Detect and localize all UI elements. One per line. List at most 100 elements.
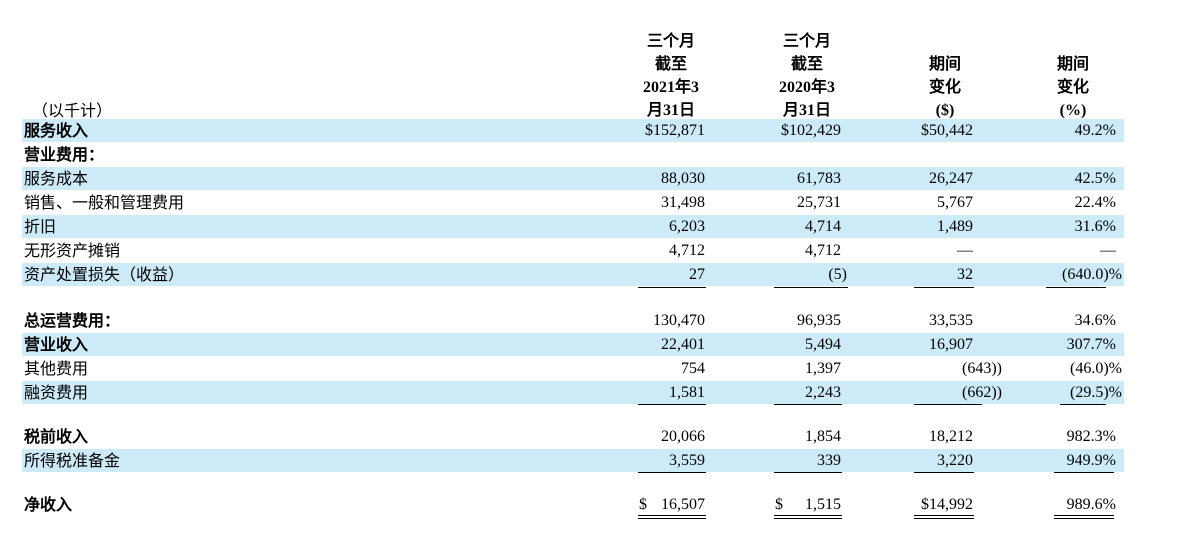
cell-2021: 31,498 (661, 194, 705, 211)
cell-change-dollar: (643)) (962, 360, 1002, 377)
cell-change-pct: 42.5% (1074, 170, 1116, 187)
row-label: 无形资产摊销 (24, 241, 121, 260)
cell-change-dollar: 3,220 (937, 452, 973, 469)
cell-change-dollar: 26,247 (929, 170, 973, 187)
cell-change-dollar: 18,212 (929, 428, 973, 445)
cell-change-dollar: — (957, 242, 973, 259)
row-label: 总运营费用： (24, 311, 121, 330)
row-label: 其他费用 (24, 359, 89, 378)
row-label: 营业费用： (24, 145, 105, 164)
header-col-change-pct: 期间 变化 (%) (1038, 53, 1108, 123)
subtotal-underline (638, 404, 706, 405)
cell-change-dollar: 33,535 (929, 312, 973, 329)
cell-2021: 27 (689, 266, 705, 283)
cell-change-pct: 49.2% (1074, 122, 1116, 139)
subtotal-underline (1060, 404, 1106, 405)
total-double-underline (638, 515, 706, 519)
subtotal-underline (914, 404, 982, 405)
cell-2021: $152,871 (645, 122, 705, 139)
cell-2020: 25,731 (797, 194, 841, 211)
table-row: 资产处置损失（收益） 27 (5) 32 (640.0)% (22, 263, 1124, 286)
table-row: 净收入 $ 16,507 $ 1,515 $14,992 989.6% (22, 493, 1124, 516)
cell-2020: 1,854 (805, 428, 841, 445)
cell-change-pct: 989.6% (1066, 496, 1116, 513)
table-row: 服务收入 $152,871 $102,429 $50,442 49.2% (22, 119, 1124, 142)
cell-2020: 2,243 (805, 384, 841, 401)
subtotal-underline (914, 287, 974, 288)
subtotal-underline (1046, 287, 1106, 288)
total-double-underline (1054, 515, 1114, 519)
cell-2020: 339 (817, 452, 841, 469)
header-col-change-dollar-line-1: 期间 (928, 56, 961, 73)
table-row: 销售、一般和管理费用 31,498 25,731 5,767 22.4% (22, 191, 1124, 214)
header-col-2021: 三个月 截至 2021年3 月31日 (636, 30, 706, 123)
cell-change-pct: 949.9% (1066, 452, 1116, 469)
header-col-2021-line-3: 2021年3 (642, 79, 699, 96)
cell-2021: 16,507 (661, 496, 705, 513)
cell-change-dollar: 5,767 (937, 194, 973, 211)
cell-2021: 1,581 (669, 384, 705, 401)
subtotal-underline (774, 404, 842, 405)
cell-2020: 1,397 (805, 360, 841, 377)
row-label: 净收入 (24, 495, 73, 514)
header-col-change-pct-line-1: 期间 (1056, 56, 1089, 73)
table-row: 所得税准备金 3,559 339 3,220 949.9% (22, 449, 1124, 472)
header-col-change-dollar-line-2: 变化 (928, 79, 961, 96)
cell-2021: 6,203 (669, 218, 705, 235)
row-label: 营业收入 (24, 335, 89, 354)
cell-change-pct: 31.6% (1074, 218, 1116, 235)
subtotal-underline (774, 287, 848, 288)
subtotal-underline (638, 472, 706, 473)
subtotal-underline (774, 472, 842, 473)
total-double-underline (914, 515, 974, 519)
cell-change-pct: 307.7% (1066, 336, 1116, 353)
units-label: （以千计） (32, 101, 113, 120)
subtotal-underline (914, 472, 974, 473)
row-label: 销售、一般和管理费用 (24, 193, 185, 212)
table-row: 融资费用 1,581 2,243 (662)) (29.5)% (22, 381, 1124, 404)
header-col-2020-line-1: 三个月 (782, 33, 831, 50)
header-col-2020-line-2: 截至 (790, 56, 823, 73)
cell-2021: 88,030 (661, 170, 705, 187)
cell-change-pct: — (1100, 242, 1116, 259)
cell-change-pct: 982.3% (1066, 428, 1116, 445)
cell-change-pct: (640.0)% (1062, 266, 1122, 283)
row-label: 资产处置损失（收益） (24, 265, 185, 284)
header-col-2021-line-2: 截至 (654, 56, 687, 73)
cell-change-dollar: 1,489 (937, 218, 973, 235)
cell-2020: 5,494 (805, 336, 841, 353)
cell-change-pct: (46.0)% (1070, 360, 1122, 377)
table-row: 总运营费用： 130,470 96,935 33,535 34.6% (22, 309, 1124, 332)
table-row: 无形资产摊销 4,712 4,712 — — (22, 239, 1124, 262)
cell-2020: 4,712 (805, 242, 841, 259)
table-row: 折旧 6,203 4,714 1,489 31.6% (22, 215, 1124, 238)
cell-change-pct: 22.4% (1074, 194, 1116, 211)
table-row: 其他费用 754 1,397 (643)) (46.0)% (22, 357, 1124, 380)
header-col-2020-line-3: 2020年3 (778, 79, 835, 96)
cell-2020: 1,515 (805, 496, 841, 513)
cell-change-pct: (29.5)% (1070, 384, 1122, 401)
cell-2021: 3,559 (669, 452, 705, 469)
row-label: 服务成本 (24, 169, 89, 188)
cell-2020: 4,714 (805, 218, 841, 235)
header-col-2021-line-1: 三个月 (646, 33, 695, 50)
cell-change-pct: 34.6% (1074, 312, 1116, 329)
header-col-change-dollar: 期间 变化 ($) (910, 53, 980, 123)
cell-change-dollar: 32 (957, 266, 973, 283)
currency-symbol: $ (775, 496, 783, 513)
table-row: 服务成本 88,030 61,783 26,247 42.5% (22, 167, 1124, 190)
cell-2021: 22,401 (661, 336, 705, 353)
table-row: 营业收入 22,401 5,494 16,907 307.7% (22, 333, 1124, 356)
cell-change-dollar: $50,442 (921, 122, 973, 139)
cell-change-dollar: $14,992 (921, 496, 973, 513)
cell-2020: 96,935 (797, 312, 841, 329)
cell-2020: 61,783 (797, 170, 841, 187)
row-label: 服务收入 (24, 121, 89, 140)
cell-2020: $102,429 (781, 122, 841, 139)
currency-symbol: $ (639, 496, 647, 513)
cell-change-dollar: (662)) (962, 384, 1002, 401)
header-col-2020: 三个月 截至 2020年3 月31日 (772, 30, 842, 123)
cell-2021: 130,470 (653, 312, 705, 329)
header-col-change-pct-line-2: 变化 (1056, 79, 1089, 96)
row-label: 折旧 (24, 217, 57, 236)
